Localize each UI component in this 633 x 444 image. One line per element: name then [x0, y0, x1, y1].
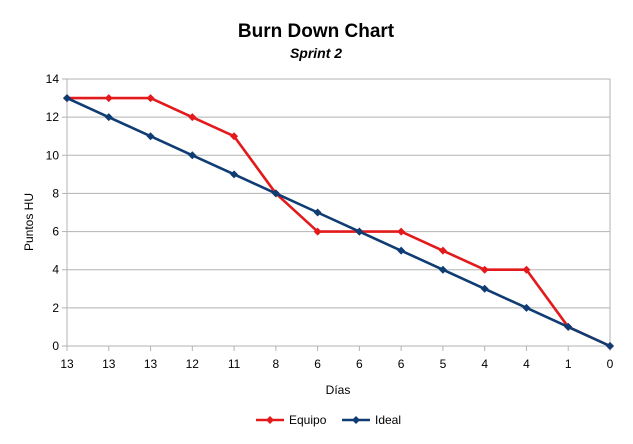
- data-point-ideal: [522, 303, 531, 312]
- x-tick-label: 6: [398, 357, 405, 371]
- data-point-ideal: [438, 265, 447, 274]
- legend-marker-ideal: [352, 416, 360, 424]
- legend-label-equipo: Equipo: [289, 413, 327, 427]
- y-tick-label: 0: [52, 339, 59, 353]
- data-point-ideal: [564, 322, 573, 331]
- series-line-equipo: [67, 96, 611, 348]
- data-point-ideal: [63, 94, 71, 103]
- data-point-equipo: [146, 94, 155, 103]
- data-point-equipo: [313, 227, 322, 236]
- x-tick-label: 8: [273, 357, 280, 371]
- data-point-ideal: [188, 151, 197, 160]
- x-axis-label: Días: [326, 383, 351, 397]
- data-point-ideal: [146, 132, 155, 141]
- y-tick-label: 6: [52, 225, 59, 239]
- legend-marker-equipo: [266, 416, 274, 424]
- x-tick-label: 6: [314, 357, 321, 371]
- x-tick-label: 4: [523, 357, 530, 371]
- data-point-equipo: [188, 113, 197, 122]
- data-point-ideal: [271, 189, 280, 198]
- data-point-equipo: [438, 246, 447, 255]
- series-line-ideal: [66, 96, 611, 348]
- x-tick-label: 11: [228, 357, 241, 371]
- y-tick-label: 8: [52, 186, 59, 200]
- x-tick-label: 13: [102, 357, 116, 371]
- data-point-equipo: [480, 265, 489, 274]
- data-point-ideal: [355, 227, 364, 236]
- x-tick-label: 13: [144, 357, 158, 371]
- data-point-equipo: [397, 227, 406, 236]
- data-point-ideal: [313, 208, 322, 217]
- y-tick-label: 4: [52, 263, 59, 277]
- x-tick-label: 0: [607, 357, 614, 371]
- x-tick-label: 13: [60, 357, 74, 371]
- data-point-equipo: [104, 94, 113, 103]
- y-tick-label: 2: [52, 301, 59, 315]
- x-tick-labels: 13 13 13 12 11 8 6 6 6 5 4 4 1 0: [60, 357, 613, 371]
- y-tick-label: 14: [46, 72, 60, 86]
- x-tick-label: 12: [186, 357, 200, 371]
- chart-subtitle: Sprint 2: [290, 45, 342, 61]
- x-tick-label: 4: [481, 357, 488, 371]
- y-tick-label: 10: [46, 148, 60, 162]
- data-point-equipo: [522, 265, 531, 274]
- y-tick-labels: 0 2 4 6 8 10 12 14: [46, 72, 60, 353]
- y-axis-label: Puntos HU: [22, 193, 36, 251]
- y-tick-label: 12: [46, 110, 60, 124]
- x-tick-label: 5: [440, 357, 447, 371]
- data-point-ideal: [104, 113, 113, 122]
- x-tick-label: 1: [565, 357, 572, 371]
- data-point-ideal: [397, 246, 406, 255]
- grid-lines: [67, 78, 610, 347]
- axes: [62, 78, 611, 351]
- data-point-ideal: [480, 284, 489, 293]
- legend: Equipo Ideal: [256, 413, 401, 427]
- plot-border: [66, 78, 611, 347]
- x-tick-label: 6: [356, 357, 363, 371]
- data-point-ideal: [606, 342, 614, 350]
- data-point-ideal: [230, 170, 239, 179]
- series-lines: [63, 94, 614, 350]
- data-point-equipo: [230, 132, 239, 141]
- chart-title: Burn Down Chart: [238, 21, 395, 42]
- legend-label-ideal: Ideal: [375, 413, 401, 427]
